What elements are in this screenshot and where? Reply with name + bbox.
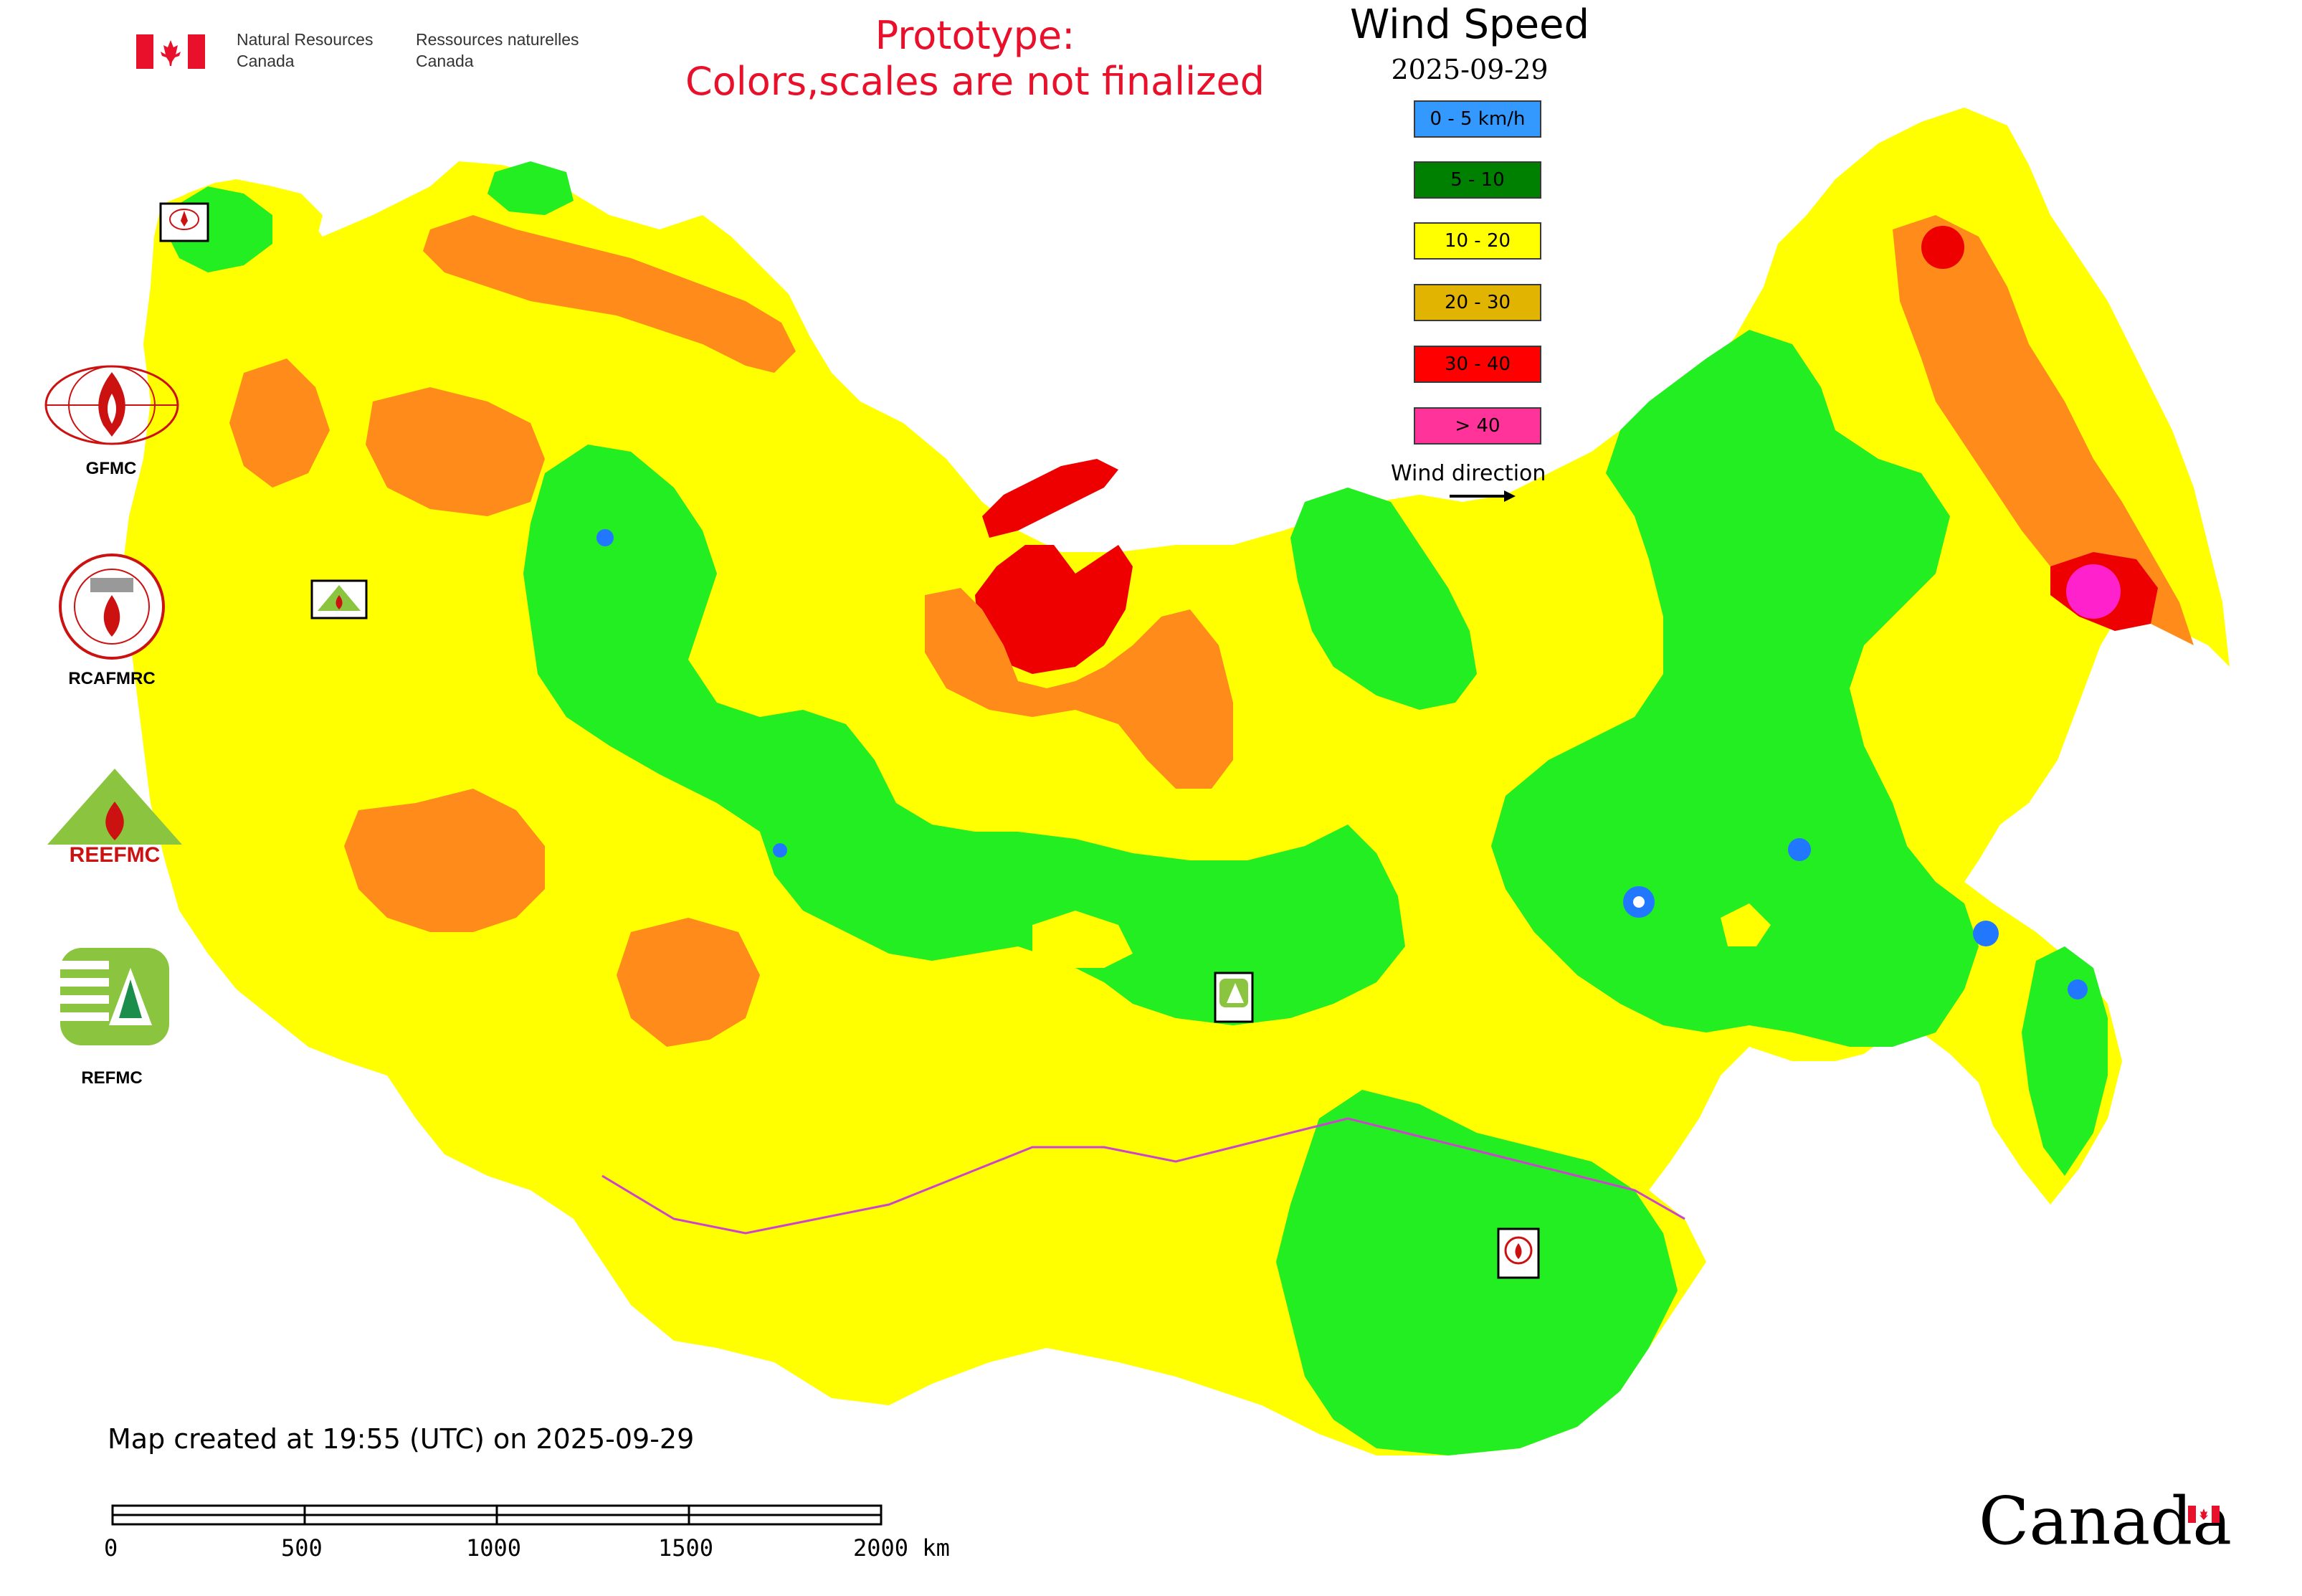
- zone-green-taymyr: [1290, 488, 1477, 710]
- scale-tick-0: 0: [104, 1534, 118, 1562]
- zone-blue-4: [1973, 921, 1999, 946]
- zone-yellow-inner-2: [1721, 903, 1771, 946]
- prototype-line-2: Colors,scales are not finalized: [685, 59, 1265, 104]
- rcafmrc-map-marker-icon[interactable]: [1497, 1227, 1540, 1279]
- refmc-map-marker-icon[interactable]: [1214, 972, 1254, 1023]
- gfmc-logo-icon: [44, 365, 179, 445]
- scale-tick-1000: 1000: [466, 1534, 522, 1562]
- org-label-refmc: REFMC: [81, 1068, 143, 1088]
- org-label-rcafmrc: RCAFMRC: [68, 669, 156, 688]
- zone-green-mongolia: [1276, 1090, 1678, 1455]
- map-created-text: Map created at 19:55 (UTC) on 2025-09-29: [108, 1423, 695, 1455]
- zone-green-kola: [487, 161, 574, 215]
- zone-orange-yamal: [925, 588, 1233, 789]
- prototype-line-1: Prototype:: [875, 13, 1075, 58]
- zone-orange-arkhangelsk: [366, 387, 545, 516]
- country-boundary: [601, 1117, 1685, 1235]
- legend-item-20-30: 20 - 30: [1414, 284, 1541, 321]
- zone-yellow-inner-1: [1032, 911, 1133, 968]
- gfmc-small-logo-icon: [159, 202, 209, 242]
- zone-orange-kamchatka: [1893, 215, 2194, 645]
- scale-tick-2000: 2000 km: [853, 1534, 950, 1562]
- org-name-fr: Ressources naturelles Canada: [416, 30, 579, 70]
- zone-blue-2: [1633, 896, 1645, 908]
- zone-green-sakhalin: [2022, 946, 2108, 1176]
- zone-green-yakutia: [1491, 330, 1979, 1047]
- scale-tick-500: 500: [281, 1534, 323, 1562]
- org-label-gfmc: GFMC: [85, 459, 137, 478]
- wordmark-flag-icon: [2188, 1506, 2220, 1523]
- legend-date: 2025-09-29: [1391, 54, 1549, 85]
- refmc-logo-icon: [59, 948, 169, 1045]
- legend-item-30-40: 30 - 40: [1414, 346, 1541, 383]
- legend-item-0-5: 0 - 5 km/h: [1414, 100, 1541, 138]
- zone-red-chukotka: [1921, 226, 1964, 269]
- prototype-notice: Prototype: Colors,scales are not finaliz…: [645, 13, 1305, 105]
- canada-flag-icon: [136, 34, 205, 69]
- gov-header: Natural Resources Canada Ressources natu…: [136, 29, 624, 79]
- legend-item-10-20: 10 - 20: [1414, 222, 1541, 260]
- svg-text:REEFMC: REEFMC: [70, 843, 161, 866]
- zone-blue-6: [596, 529, 614, 546]
- zone-orange-volga: [344, 789, 545, 932]
- zone-blue-3: [1788, 838, 1811, 861]
- zone-magenta-kamchatka: [2066, 564, 2121, 619]
- org-name-en: Natural Resources Canada: [237, 30, 374, 70]
- wind-direction-arrow-icon: [1450, 490, 1516, 502]
- zone-blue-7: [773, 843, 787, 858]
- reefmc-map-marker-icon[interactable]: [310, 579, 368, 619]
- wind-direction-label: Wind direction: [1391, 461, 1546, 486]
- legend-item-5-10: 5 - 10: [1414, 161, 1541, 199]
- scale-bar: [111, 1504, 883, 1526]
- scale-tick-1500: 1500: [658, 1534, 714, 1562]
- legend-title: Wind Speed: [1349, 1, 1590, 48]
- legend-item-over-40: > 40: [1414, 407, 1541, 445]
- island-novaya-zemlya: [982, 459, 1118, 538]
- zone-orange-ural: [617, 918, 760, 1047]
- zone-red-yamal: [975, 545, 1133, 674]
- zone-green-west-siberia: [523, 445, 1405, 1025]
- zone-orange-karelia: [229, 358, 330, 488]
- rcafmrc-logo-icon: [59, 554, 165, 660]
- zone-blue-5: [2068, 979, 2088, 999]
- reefmc-logo-icon: REEFMC: [47, 769, 182, 866]
- zone-orange-kola: [423, 215, 796, 373]
